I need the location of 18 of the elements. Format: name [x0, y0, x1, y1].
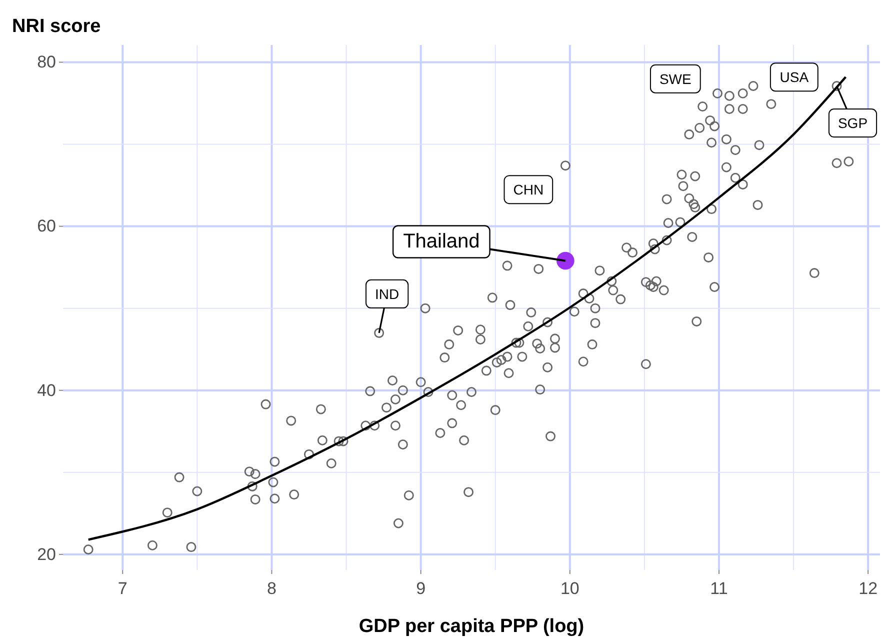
y-tick-label: 40 [37, 380, 56, 400]
annotation: USA [780, 69, 810, 86]
text: Thailand [403, 230, 480, 253]
annotation: SWE [659, 70, 692, 87]
y-tick-label: 20 [37, 544, 56, 564]
x-tick-label: 12 [858, 579, 878, 598]
x-tick-label: 8 [266, 579, 276, 598]
annotation: IND [375, 286, 400, 302]
y-axis-title: NRI score [12, 16, 101, 37]
annotation: CHN [513, 182, 544, 198]
x-tick-label: 7 [118, 579, 128, 598]
x-tick-label: 11 [710, 579, 728, 598]
x-tick-label: 9 [416, 579, 426, 598]
x-tick-label: 10 [560, 579, 580, 598]
x-axis-title: GDP per capita PPP (log) [358, 616, 584, 637]
annotation: SGP [838, 115, 868, 132]
y-tick-label: 60 [37, 216, 56, 236]
y-tick-label: 80 [37, 52, 56, 72]
